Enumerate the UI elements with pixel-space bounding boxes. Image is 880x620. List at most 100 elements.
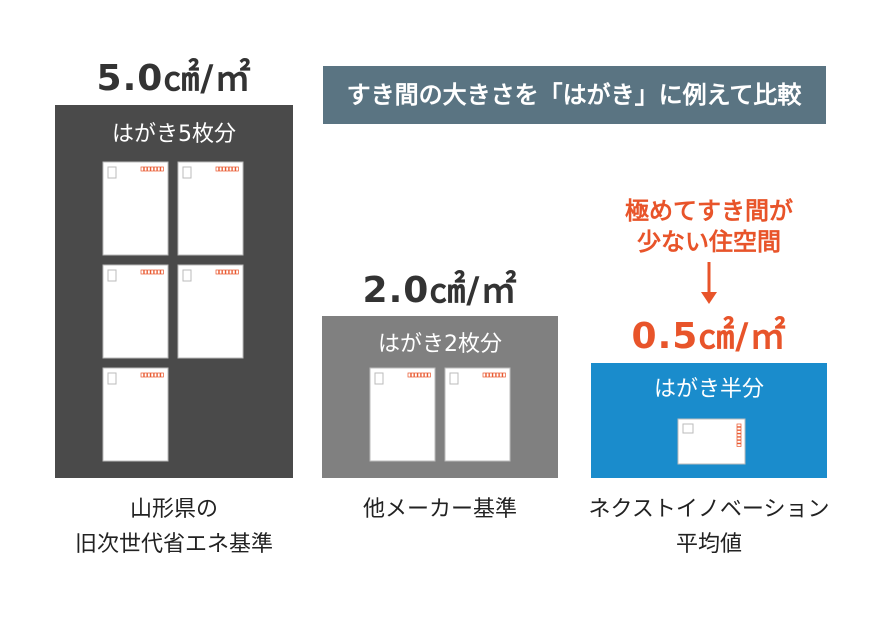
panel-label: はがき5枚分: [112, 122, 236, 147]
postcard-code: [414, 372, 418, 378]
postcard-code: [427, 372, 431, 378]
postcard-code: [502, 372, 506, 378]
postcard-code: [153, 269, 158, 275]
postcard-code: [153, 166, 158, 172]
postcard-code: [232, 166, 236, 172]
postcard-box: [682, 423, 694, 434]
postcard-code: [736, 436, 742, 441]
postcard: [102, 264, 169, 359]
postcard-code: [157, 269, 161, 275]
postcard-code: [407, 372, 411, 378]
postcard-code: [222, 166, 226, 172]
postcard: [444, 367, 511, 462]
postcard: [677, 418, 746, 465]
postcard-body: [444, 367, 511, 462]
postcard-body: [369, 367, 436, 462]
postcard-code: [157, 166, 161, 172]
postcard-code: [153, 372, 158, 378]
postcard-code: [424, 372, 428, 378]
postcard-box: [182, 166, 192, 179]
postcard-code: [485, 372, 490, 378]
panel-bg: [55, 105, 293, 478]
postcard-code: [225, 166, 229, 172]
panel-label: はがき半分: [654, 377, 764, 402]
postcard-box: [182, 269, 192, 282]
postcard-code: [140, 372, 144, 378]
postcard-code: [417, 372, 421, 378]
panel-value: 2.0㎠/㎡: [363, 269, 518, 311]
postcard-code: [736, 426, 742, 431]
postcard-code: [215, 269, 219, 275]
postcard-code: [736, 443, 742, 447]
postcard: [177, 161, 244, 256]
postcard-code: [150, 166, 154, 172]
postcard-code: [160, 372, 164, 378]
postcard-body: [102, 264, 169, 359]
postcard-code: [215, 166, 219, 172]
postcard-code: [736, 433, 742, 437]
postcard: [102, 161, 169, 256]
panel-bg: [322, 316, 558, 478]
panel-caption: 山形県の: [130, 497, 218, 522]
postcard-code: [495, 372, 500, 378]
postcard-code: [736, 430, 742, 434]
panel-caption: 旧次世代省エネ基準: [75, 532, 273, 557]
postcard-code: [235, 269, 239, 275]
panel-caption: ネクストイノベーション: [589, 497, 830, 522]
postcard-box: [107, 372, 117, 385]
postcard-box: [107, 269, 117, 282]
panel-label: はがき2枚分: [378, 332, 502, 357]
postcard-code: [143, 166, 148, 172]
note: 極めてすき間が: [625, 197, 793, 225]
postcard-code: [143, 269, 148, 275]
postcard-code: [482, 372, 486, 378]
postcard: [177, 264, 244, 359]
postcard-body: [102, 367, 169, 462]
postcard-code: [499, 372, 503, 378]
postcard-code: [489, 372, 493, 378]
postcard-body: [177, 161, 244, 256]
postcard-code: [410, 372, 415, 378]
postcard-code: [420, 372, 425, 378]
postcard-code: [222, 269, 226, 275]
postcard-code: [147, 269, 151, 275]
postcard-box: [374, 372, 384, 385]
panel-value: 5.0㎠/㎡: [97, 57, 252, 99]
postcard-code: [143, 372, 148, 378]
postcard-code: [147, 166, 151, 172]
postcard-code: [228, 269, 233, 275]
postcard-body: [102, 161, 169, 256]
note: 少ない住空間: [637, 228, 781, 256]
postcard-code: [218, 269, 223, 275]
postcard-code: [150, 269, 154, 275]
postcard-box: [107, 166, 117, 179]
postcard-box: [449, 372, 459, 385]
postcard-code: [235, 166, 239, 172]
postcard-code: [228, 166, 233, 172]
postcard-code: [157, 372, 161, 378]
panel-caption: 他メーカー基準: [363, 497, 517, 522]
postcard-code: [150, 372, 154, 378]
postcard-code: [736, 440, 742, 444]
postcard-code: [160, 269, 164, 275]
panel-value: 0.5㎠/㎡: [632, 315, 787, 357]
postcard-code: [160, 166, 164, 172]
postcard-code: [736, 423, 742, 427]
postcard-code: [225, 269, 229, 275]
postcard-body: [677, 418, 746, 465]
postcard-code: [232, 269, 236, 275]
postcard-code: [140, 269, 144, 275]
postcard: [102, 367, 169, 462]
postcard-body: [177, 264, 244, 359]
banner-bg: [323, 66, 826, 124]
arrow-head: [701, 292, 717, 304]
postcard-code: [492, 372, 496, 378]
panel-caption: 平均値: [676, 532, 742, 557]
postcard-code: [147, 372, 151, 378]
postcard-code: [140, 166, 144, 172]
postcard: [369, 367, 436, 462]
postcard-code: [218, 166, 223, 172]
banner-title: すき間の大きさを「はがき」に例えて比較: [347, 81, 803, 109]
